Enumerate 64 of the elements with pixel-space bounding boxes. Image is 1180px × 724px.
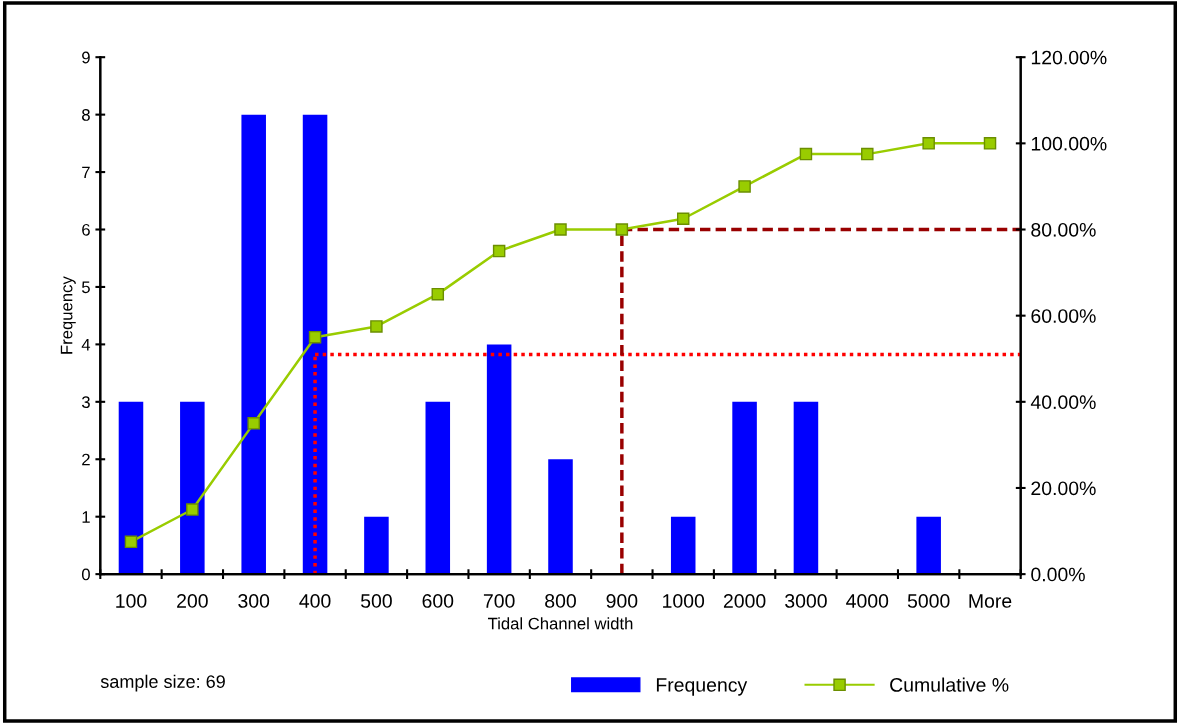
y2-tick-label: 0.00% <box>1031 567 1085 582</box>
y2-tick-label: 20.00% <box>1031 481 1096 496</box>
point <box>492 244 506 258</box>
y-tick-label: 0 <box>81 568 90 581</box>
y2-tick-label: 120.00% <box>1031 50 1107 65</box>
point <box>615 223 629 236</box>
y2-tick-label: 100.00% <box>1031 136 1107 151</box>
x-axis-title: Tidal Channel width <box>488 617 633 630</box>
x-tick-label: 5000 <box>907 594 950 608</box>
bar <box>486 344 512 575</box>
y-tick-label: 9 <box>82 51 90 64</box>
bar <box>180 401 205 575</box>
point <box>738 180 751 193</box>
y2-tick-label: 40.00% <box>1030 395 1096 410</box>
point <box>186 503 199 516</box>
x-tick-label: 3000 <box>785 594 827 608</box>
point <box>308 330 322 344</box>
point <box>799 147 813 161</box>
y-tick-label: 2 <box>82 453 90 466</box>
x-tick-label: 2000 <box>723 594 766 608</box>
bar <box>548 459 573 575</box>
x-tick-label: 300 <box>238 594 270 608</box>
x-tick-label: 200 <box>177 594 208 608</box>
y-tick-label: 1 <box>82 511 90 523</box>
point <box>554 223 567 236</box>
bar <box>793 401 819 575</box>
legend-label: Cumulative % <box>890 677 1009 692</box>
x-tick-label: 700 <box>483 594 515 608</box>
point <box>431 287 445 301</box>
y-tick-label: 8 <box>82 109 90 121</box>
bar <box>241 114 266 575</box>
y-tick-label: 7 <box>82 166 90 179</box>
point <box>922 137 935 150</box>
bar <box>670 516 696 575</box>
text: sample size: 69 <box>100 674 225 692</box>
bar <box>425 401 451 575</box>
point <box>676 212 690 225</box>
x-tick-label: 4000 <box>846 594 889 608</box>
y-tick-label: 6 <box>82 223 90 236</box>
x-tick-label: 800 <box>545 594 576 608</box>
x-tick-label: 400 <box>299 594 331 608</box>
legend-label: Frequency <box>656 678 748 696</box>
bar <box>916 516 941 575</box>
bar <box>732 401 757 575</box>
y-axis-title: Frequency <box>60 276 76 354</box>
point <box>247 417 260 430</box>
bar <box>364 516 389 575</box>
x-tick-label: 100 <box>116 594 147 608</box>
y-tick-label: 3 <box>81 396 90 409</box>
y2-tick-label: 80.00% <box>1031 222 1096 237</box>
bar <box>118 401 144 575</box>
x-tick-label: 500 <box>360 594 392 608</box>
x-tick-label: 900 <box>606 594 638 608</box>
point <box>370 320 383 333</box>
bar <box>302 114 328 575</box>
y-tick-label: 4 <box>81 338 91 351</box>
y-tick-label: 5 <box>81 281 90 294</box>
x-tick-label: More <box>969 594 1012 608</box>
x-tick-label: 1000 <box>663 594 705 608</box>
point <box>124 535 138 549</box>
point <box>861 147 874 161</box>
x-tick-label: 600 <box>422 594 454 608</box>
point <box>983 137 997 150</box>
y2-tick-label: 60.00% <box>1031 309 1096 323</box>
